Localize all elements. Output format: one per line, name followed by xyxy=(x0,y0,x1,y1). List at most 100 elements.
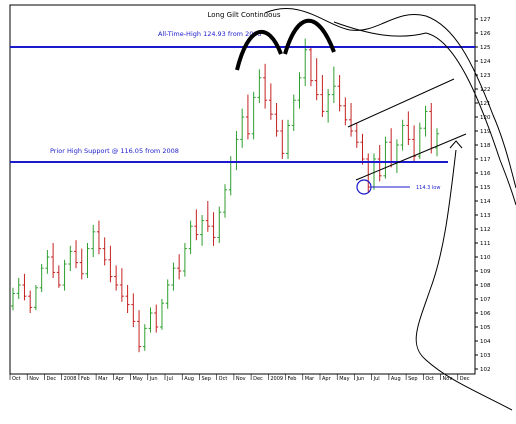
x-tick-label: Aug xyxy=(391,376,401,382)
ohlc-bar xyxy=(16,278,21,299)
projection-curve-upper xyxy=(264,8,516,189)
double-top-arch-right xyxy=(283,18,336,55)
ohlc-bar xyxy=(263,63,268,109)
y-tick-label: 126 xyxy=(480,31,491,37)
ohlc-bar xyxy=(280,119,285,159)
ohlc-bar xyxy=(125,285,130,313)
ohlc-bar xyxy=(108,245,113,283)
x-tick-label: Jun xyxy=(355,376,364,382)
x-tick-label: Jul xyxy=(166,376,173,382)
y-tick-label: 108 xyxy=(480,283,491,289)
ohlc-bar xyxy=(435,128,439,157)
y-tick-label: 113 xyxy=(480,213,491,219)
ohlc-bar xyxy=(211,212,216,246)
double-top-arch-left xyxy=(235,29,283,71)
y-tick-label: 110 xyxy=(480,255,491,261)
ohlc-bar xyxy=(85,243,90,278)
ohlc-bar xyxy=(148,307,153,333)
x-tick-label: Feb xyxy=(81,376,90,382)
ohlc-bars xyxy=(11,38,439,353)
ohlc-bar xyxy=(188,220,193,255)
ohlc-bar xyxy=(22,273,27,301)
y-tick-label: 112 xyxy=(480,227,491,233)
ohlc-bar xyxy=(400,119,405,151)
ohlc-bar xyxy=(11,287,15,311)
ohlc-bar xyxy=(268,83,273,120)
y-tick-label: 104 xyxy=(480,339,491,345)
x-tick-label: May xyxy=(133,376,143,382)
x-tick-label: Sep xyxy=(201,376,210,382)
ohlc-bar xyxy=(217,206,222,243)
ohlc-bar xyxy=(200,215,205,246)
x-tick-label: 2008 xyxy=(64,376,77,382)
ohlc-bar xyxy=(406,111,411,145)
ohlc-bar xyxy=(45,250,50,274)
ohlc-bar xyxy=(337,75,342,112)
y-tick-label: 111 xyxy=(480,241,491,247)
ohlc-bar xyxy=(51,243,56,278)
ohlc-bar xyxy=(171,262,176,291)
y-tick-label: 117 xyxy=(480,157,491,163)
x-tick-label: Dec xyxy=(460,376,470,382)
ohlc-bar xyxy=(28,290,33,313)
ohlc-bar xyxy=(131,293,136,327)
x-tick-label: May xyxy=(339,376,349,382)
ohlc-bar xyxy=(383,136,388,179)
ohlc-bar xyxy=(177,254,182,280)
ohlc-bar xyxy=(251,91,256,140)
channel-lower-line xyxy=(355,133,467,181)
ohlc-bar xyxy=(423,105,428,137)
x-tick-label: Apr xyxy=(322,376,332,382)
y-tick-label: 115 xyxy=(480,185,491,191)
x-tick-label: Nov xyxy=(236,376,246,382)
all-time-high-label: All-Time-High 124.93 from 2003 xyxy=(158,30,262,38)
ohlc-bar xyxy=(96,220,101,255)
ohlc-bar xyxy=(297,72,302,109)
y-tick-label: 107 xyxy=(480,297,491,303)
x-tick-label: Sep xyxy=(408,376,417,382)
ohlc-bar xyxy=(257,69,262,103)
low-marker-label: 114.3 low xyxy=(416,185,440,191)
y-tick-label: 116 xyxy=(480,171,491,177)
ohlc-bar xyxy=(354,122,359,148)
projection-curve-middle xyxy=(333,21,516,206)
ohlc-bar xyxy=(326,89,331,123)
ohlc-bar xyxy=(360,133,365,165)
x-tick-label: Oct xyxy=(425,376,434,382)
ohlc-bar xyxy=(223,184,227,218)
ohlc-bar xyxy=(245,94,250,140)
ohlc-bar xyxy=(274,103,279,137)
ohlc-bar xyxy=(165,279,170,309)
x-tick-label: Dec xyxy=(253,376,263,382)
x-tick-label: Oct xyxy=(12,376,21,382)
y-tick-label: 125 xyxy=(480,45,491,51)
y-tick-label: 114 xyxy=(480,199,491,205)
ohlc-bar xyxy=(79,248,84,280)
ohlc-bar xyxy=(74,240,79,269)
ohlc-bar xyxy=(154,304,159,333)
ohlc-bar xyxy=(343,97,348,126)
x-tick-label: Aug xyxy=(184,376,194,382)
x-tick-label: Dec xyxy=(46,376,56,382)
y-tick-label: 118 xyxy=(480,143,491,149)
ohlc-bar xyxy=(119,268,124,302)
ohlc-bar xyxy=(366,153,371,193)
ohlc-bar xyxy=(102,237,107,266)
x-tick-label: Jun xyxy=(149,376,158,382)
ohlc-bar xyxy=(114,265,119,291)
ohlc-bar xyxy=(142,324,147,351)
ohlc-bar xyxy=(331,66,336,103)
x-tick-label: Mar xyxy=(98,376,108,382)
ohlc-bar xyxy=(39,264,44,292)
ohlc-bar xyxy=(308,47,313,87)
y-tick-label: 109 xyxy=(480,269,491,275)
ohlc-bar xyxy=(240,108,245,148)
x-tick-label: Jul xyxy=(373,376,380,382)
y-tick-label: 119 xyxy=(480,129,491,135)
ohlc-bar xyxy=(291,94,296,131)
x-tick-label: 2009 xyxy=(270,376,283,382)
ohlc-bar xyxy=(159,299,164,330)
y-tick-label: 106 xyxy=(480,311,491,317)
ohlc-bar xyxy=(314,58,319,101)
